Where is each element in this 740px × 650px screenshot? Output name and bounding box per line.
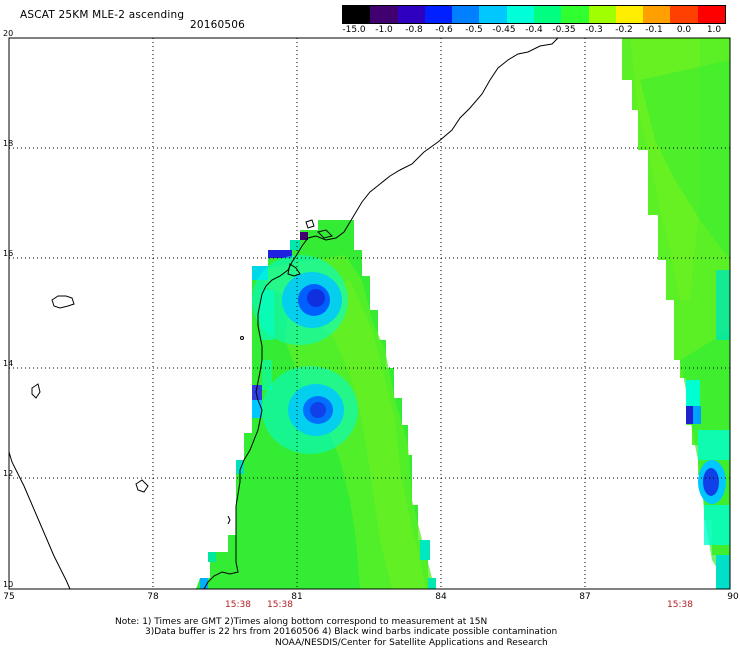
lat-label-12: 12 xyxy=(3,469,14,478)
colorbar-swatch xyxy=(397,6,425,23)
lon-label-78: 78 xyxy=(147,592,159,602)
colorbar-label: -0.45 xyxy=(492,25,516,35)
lat-label-18: 18 xyxy=(3,139,14,148)
colorbar-label: -0.2 xyxy=(615,25,633,35)
map-date: 20160506 xyxy=(190,19,246,31)
map-title: ASCAT 25KM MLE-2 ascending xyxy=(20,9,185,21)
colorbar-swatch xyxy=(424,6,453,23)
lat-label-16: 16 xyxy=(3,249,14,258)
colorbar xyxy=(342,5,726,24)
pass-time-3: 15:38 xyxy=(667,600,693,610)
lon-label-81: 81 xyxy=(291,592,303,602)
colorbar-label: -0.6 xyxy=(435,25,453,35)
map-frame xyxy=(8,37,731,590)
colorbar-label: -0.35 xyxy=(552,25,576,35)
colorbar-label: -0.1 xyxy=(645,25,663,35)
colorbar-swatch xyxy=(479,6,507,23)
pass-time-2: 15:38 xyxy=(267,600,293,610)
lat-lon-grid xyxy=(9,38,730,589)
colorbar-swatch xyxy=(615,6,644,23)
colorbar-label: -15.0 xyxy=(342,25,366,35)
lon-label-75: 75 xyxy=(3,592,15,602)
colorbar-swatch xyxy=(643,6,671,23)
swath-west xyxy=(196,220,436,589)
colorbar-label: -1.0 xyxy=(375,25,393,35)
lat-label-14: 14 xyxy=(3,359,14,368)
swath-east xyxy=(622,38,730,589)
colorbar-label: -0.4 xyxy=(525,25,543,35)
colorbar-swatch xyxy=(533,6,562,23)
footer-note-2: 3)Data buffer is 22 hrs from 20160506 4)… xyxy=(145,627,558,637)
colorbar-swatch xyxy=(561,6,589,23)
lat-label-20: 20 xyxy=(3,29,14,38)
colorbar-label: -0.3 xyxy=(585,25,603,35)
lat-label-10: 10 xyxy=(3,580,14,589)
colorbar-label: -0.5 xyxy=(465,25,483,35)
colorbar-swatch xyxy=(370,6,398,23)
lon-label-90: 90 xyxy=(727,592,739,602)
footer-note-3: NOAA/NESDIS/Center for Satellite Applica… xyxy=(275,638,548,648)
colorbar-label: 1.0 xyxy=(706,25,722,35)
colorbar-swatch xyxy=(697,6,725,23)
colorbar-swatch xyxy=(506,6,534,23)
colorbar-swatch xyxy=(343,6,371,23)
pass-time-1: 15:38 xyxy=(225,600,251,610)
colorbar-swatch xyxy=(588,6,616,23)
footer-note-1: Note: 1) Times are GMT 2)Times along bot… xyxy=(115,617,488,627)
colorbar-swatch xyxy=(452,6,480,23)
coastline xyxy=(9,38,559,589)
lon-label-84: 84 xyxy=(435,592,447,602)
colorbar-swatch xyxy=(670,6,698,23)
colorbar-label: 0.0 xyxy=(676,25,692,35)
lon-label-87: 87 xyxy=(579,592,591,602)
colorbar-label: -0.8 xyxy=(405,25,423,35)
